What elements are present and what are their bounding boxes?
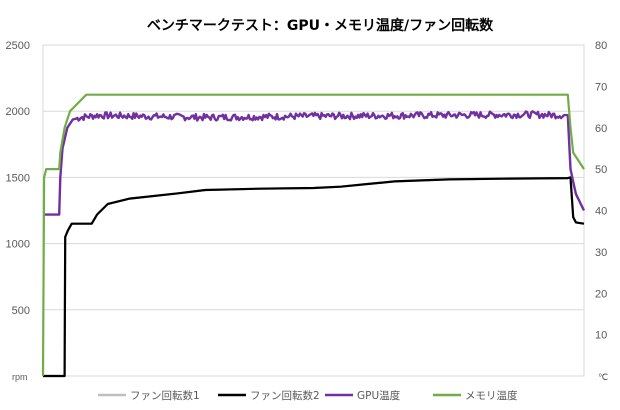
right-tick-label: 10	[595, 330, 607, 342]
left-tick-label: 1000	[6, 239, 30, 251]
left-tick-label: 2000	[6, 106, 30, 118]
left-tick-label: 2500	[6, 40, 30, 52]
right-axis-unit: ℃	[598, 372, 608, 382]
right-tick-label: 30	[595, 247, 607, 259]
chart-title: ベンチマークテスト：GPU・メモリ温度/ファン回転数	[147, 17, 494, 34]
right-tick-label: 50	[595, 164, 607, 176]
right-tick-label: 60	[595, 123, 607, 135]
legend-label: メモリ温度	[465, 389, 518, 402]
left-tick-label: 500	[12, 305, 30, 317]
series-line-1	[43, 176, 585, 378]
right-axis-ticks: 10 20 30 40 50 60 70 80	[595, 40, 607, 342]
series-line-3	[41, 93, 585, 377]
legend-label: ファン回転数2	[250, 389, 320, 402]
legend: ファン回転数1 ファン回転数2 GPU温度 メモリ温度	[98, 389, 518, 402]
left-axis-ticks: 500 1000 1500 2000 2500	[6, 40, 30, 317]
right-tick-label: 70	[595, 81, 607, 93]
legend-label: ファン回転数1	[130, 389, 200, 402]
right-tick-label: 20	[595, 288, 607, 300]
right-tick-label: 80	[595, 40, 607, 52]
right-tick-label: 40	[595, 206, 607, 218]
left-tick-label: 1500	[6, 172, 30, 184]
series-line-2	[43, 110, 586, 216]
series-line-0	[43, 176, 585, 378]
series-lines	[41, 93, 586, 378]
legend-label: GPU温度	[357, 389, 401, 402]
left-axis-unit: rpm	[12, 372, 28, 382]
